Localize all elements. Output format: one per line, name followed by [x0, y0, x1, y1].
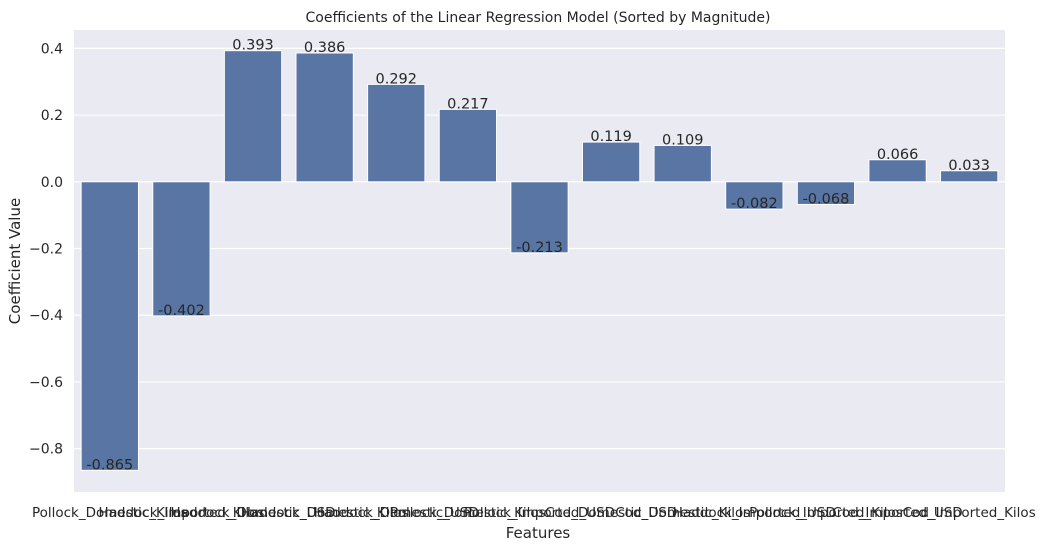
y-axis-label: Coefficient Value: [6, 198, 24, 324]
bar: [223, 50, 283, 183]
bar: [868, 159, 927, 183]
x-ticks: Pollock_Domestic_KilosHaddock_Imported_K…: [32, 505, 1036, 521]
y-tick-label: −0.4: [29, 308, 63, 324]
y-ticks: −0.8 −0.6 −0.4 −0.2 0.0 0.2 0.4: [29, 41, 63, 457]
data-label: -0.213: [516, 240, 563, 256]
data-label: 0.386: [304, 40, 346, 56]
bar: [581, 141, 641, 183]
bar: [653, 144, 712, 183]
x-tick-label: Haddock_Imported_USD: [673, 505, 836, 521]
x-tick-label: Haddock_Imported_Kilos: [98, 505, 264, 521]
bar: [510, 181, 569, 254]
data-label: 0.217: [447, 96, 489, 112]
data-label: -0.068: [803, 191, 850, 207]
x-tick-label: Cod_Domestic_USD: [545, 505, 677, 521]
bar: [725, 181, 784, 210]
chart-title: Coefficients of the Linear Regression Mo…: [305, 10, 770, 26]
x-tick-label: Haddock_Domestic_USD: [171, 505, 336, 521]
y-tick-label: −0.2: [29, 241, 63, 257]
x-tick-label: Cod_Imported_Kilos: [903, 505, 1036, 521]
bar: [152, 181, 211, 317]
x-tick-label: Haddock_Domestic_Kilos: [241, 505, 409, 521]
y-tick-label: −0.8: [29, 442, 63, 458]
bar: [796, 181, 856, 205]
data-label: -0.865: [86, 457, 133, 473]
bar: [295, 52, 354, 183]
data-label: 0.066: [877, 147, 919, 163]
x-axis-label: Features: [506, 524, 571, 542]
bar: [940, 170, 999, 183]
y-tick-label: 0.4: [41, 41, 63, 57]
bar: [367, 83, 426, 183]
data-label: 0.109: [662, 132, 704, 148]
y-tick-label: −0.6: [29, 375, 63, 391]
x-tick-label: Pollock_Imported_Kilos: [749, 505, 903, 521]
data-label: -0.402: [158, 303, 205, 319]
x-tick-label: Pollock_Domestic_Kilos: [32, 505, 188, 521]
y-tick-label: 0.0: [41, 175, 63, 191]
data-label: 0.292: [376, 71, 418, 87]
data-labels: -0.865 -0.402 0.393 0.386 0.292 0.217 -0.213 0.…: [86, 38, 990, 474]
bar: [80, 181, 139, 471]
data-label: -0.082: [731, 196, 778, 212]
x-tick-label: Pollock_Domestic_Kilos: [390, 505, 546, 521]
x-tick-label: Pollock_Imported_USD: [464, 505, 615, 521]
data-label: 0.393: [232, 38, 274, 54]
data-label: 0.119: [590, 129, 632, 145]
bar: [438, 108, 498, 183]
plot-area: [74, 30, 1005, 492]
x-tick-label: Cod_Domestic_Kilos: [615, 505, 750, 521]
x-tick-label: Haddock_Domestic_USD: [314, 505, 479, 521]
y-tick-label: 0.2: [41, 108, 63, 124]
data-label: 0.033: [948, 158, 990, 174]
bars: [80, 50, 999, 471]
x-tick-label: Cod_Imported_USD: [832, 505, 962, 521]
